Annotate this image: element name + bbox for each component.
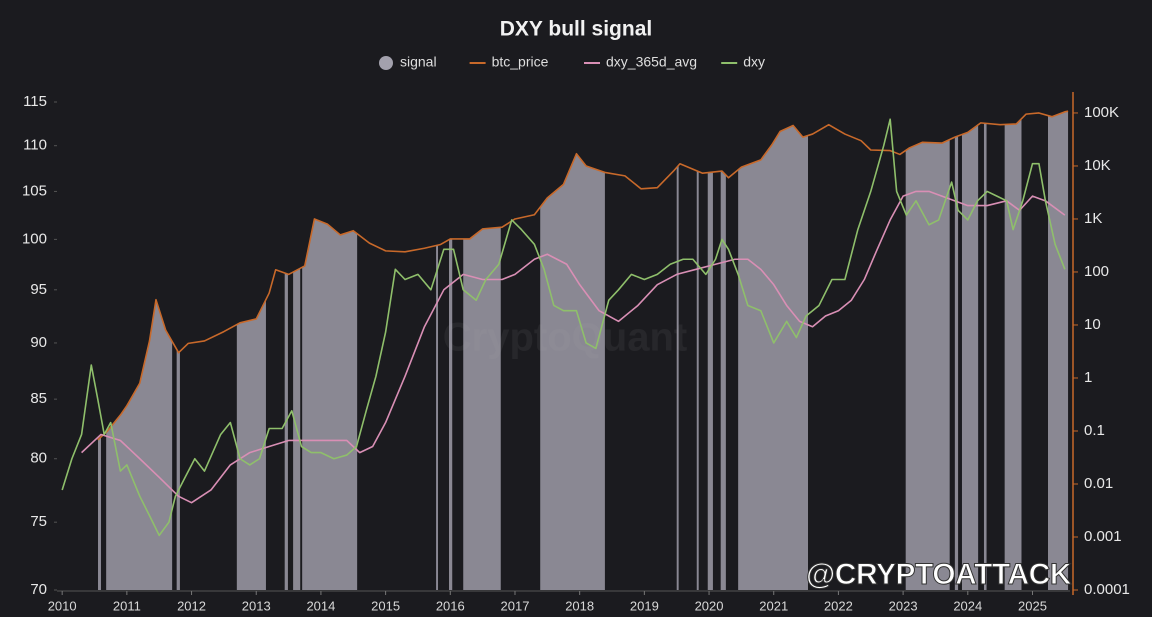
signal-band <box>236 299 266 590</box>
y2-tick-label: 0.1 <box>1084 422 1105 439</box>
x-tick-label: 2022 <box>824 598 853 613</box>
signal-band <box>98 436 101 590</box>
legend-label: dxy <box>743 54 765 70</box>
x-tick-label: 2015 <box>371 598 400 613</box>
y-tick-label: 75 <box>30 513 47 530</box>
signal-band <box>1004 118 1022 591</box>
y2-tick-label: 10 <box>1084 316 1101 333</box>
y2-tick-label: 1 <box>1084 369 1092 386</box>
y-tick-label: 70 <box>30 581 47 598</box>
signal-band <box>707 172 713 590</box>
series-line <box>81 190 1066 504</box>
y2-tick-label: 10K <box>1084 157 1111 174</box>
signal-band <box>463 227 501 590</box>
signal-band <box>449 238 453 590</box>
x-tick-label: 2011 <box>113 598 141 613</box>
y-tick-label: 95 <box>30 281 47 298</box>
legend-label: dxy_365d_avg <box>606 54 697 70</box>
y2-tick-label: 1K <box>1084 210 1102 227</box>
signal-band <box>436 245 439 590</box>
signal-band <box>106 299 173 590</box>
x-tick-label: 2023 <box>889 598 918 613</box>
x-tick-label: 2019 <box>630 598 659 613</box>
plot-area: 2010 2011 2012 2013 2014 2015 2016 2017 2018 2019… <box>22 92 1130 613</box>
signal-band <box>720 171 726 591</box>
signal-band <box>676 165 679 590</box>
y-tick-label: 90 <box>30 334 47 351</box>
signal-band <box>284 273 288 590</box>
legend-label: signal <box>400 54 437 70</box>
x-tick-label: 2013 <box>242 598 271 613</box>
signal-band <box>983 123 987 590</box>
y2-tick-label: 100 <box>1084 263 1109 280</box>
signal-band <box>540 153 605 591</box>
y-tick-label: 115 <box>23 93 47 110</box>
signal-band <box>954 135 959 590</box>
y-tick-label: 110 <box>23 137 47 154</box>
x-tick-label: 2012 <box>177 598 206 613</box>
x-tick-label: 2017 <box>501 598 530 613</box>
x-tick-label: 2014 <box>306 598 335 613</box>
y-tick-label: 105 <box>22 182 47 199</box>
legend-swatch <box>379 56 393 70</box>
signal-band <box>302 218 358 590</box>
signal-band <box>176 349 180 590</box>
x-tick-label: 2021 <box>759 598 788 613</box>
signal-band <box>1048 111 1069 590</box>
chart-title: DXY bull signal <box>500 18 652 41</box>
x-tick-label: 2018 <box>565 598 594 613</box>
signal-band <box>738 125 809 591</box>
x-tick-label: 2025 <box>1018 598 1047 613</box>
series-line <box>97 110 1069 441</box>
y-tick-label: 80 <box>30 450 47 467</box>
y2-tick-label: 0.001 <box>1084 528 1122 545</box>
x-tick-label: 2016 <box>436 598 465 613</box>
legend-label: btc_price <box>492 54 549 70</box>
y2-tick-label: 0.0001 <box>1084 581 1130 598</box>
signal-band <box>961 124 979 591</box>
x-tick-label: 2024 <box>953 598 982 613</box>
signal-band <box>905 139 950 590</box>
y2-tick-label: 100K <box>1084 104 1119 121</box>
y-tick-label: 85 <box>30 390 47 407</box>
x-tick-label: 2020 <box>695 598 724 613</box>
signal-band <box>696 170 699 590</box>
series-line <box>61 118 1066 537</box>
y2-tick-label: 0.01 <box>1084 475 1113 492</box>
x-tick-label: 2010 <box>48 598 77 613</box>
y-tick-label: 100 <box>22 230 47 247</box>
annotation: @CRYPTOATTACK <box>806 558 1072 591</box>
